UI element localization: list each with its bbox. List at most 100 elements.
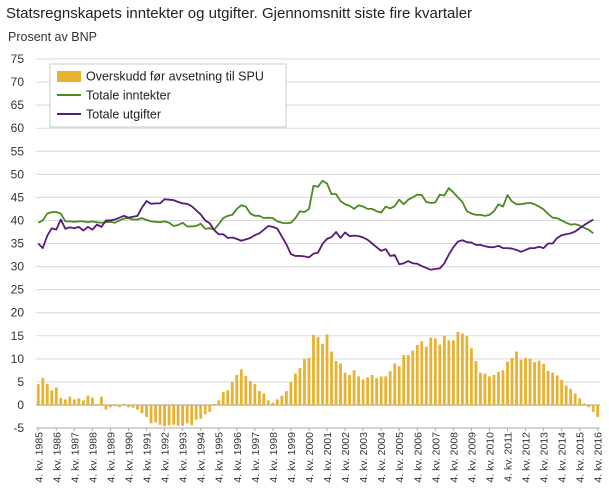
x-tick-label: 4. kv. 2008 <box>448 432 460 483</box>
bar <box>312 334 315 405</box>
bar <box>235 374 239 405</box>
bar <box>357 376 361 405</box>
x-tick-label: 4. kv. 1992 <box>160 432 172 483</box>
x-tick-label: 4. kv. 2016 <box>593 432 605 483</box>
bar <box>352 370 356 405</box>
legend-swatch-bar <box>57 71 81 82</box>
bar <box>587 404 591 408</box>
bar <box>451 340 455 405</box>
bar <box>379 376 383 405</box>
bar <box>91 397 94 405</box>
bar <box>470 348 473 405</box>
bar <box>109 404 112 408</box>
line-totale-inntekter <box>37 179 594 235</box>
legend-label: Totale inntekter <box>86 89 171 103</box>
x-tick-label: 4. kv. 2002 <box>340 432 352 483</box>
bar <box>460 333 464 405</box>
bar <box>321 343 324 405</box>
bar <box>230 381 234 405</box>
bar <box>488 376 491 405</box>
x-tick-label: 4. kv. 2001 <box>322 432 334 483</box>
bar <box>163 404 166 427</box>
y-tick-label: 60 <box>11 121 25 135</box>
bar <box>492 374 496 405</box>
bar <box>239 369 243 405</box>
bar <box>497 371 500 405</box>
bar <box>465 336 469 405</box>
bar <box>118 404 121 408</box>
bar <box>406 355 410 405</box>
bar <box>546 370 550 405</box>
y-tick-label: 65 <box>11 98 25 112</box>
bar <box>45 383 49 405</box>
bar <box>537 360 541 405</box>
bar <box>140 404 144 414</box>
bar <box>86 395 90 405</box>
bar <box>253 384 257 405</box>
y-tick-label: 10 <box>11 352 25 366</box>
bar <box>131 404 135 408</box>
bar <box>54 387 58 405</box>
bar <box>248 380 252 405</box>
bar <box>217 400 221 405</box>
bar <box>415 344 419 405</box>
bar <box>41 378 45 405</box>
bar <box>429 337 433 405</box>
bar <box>370 374 374 405</box>
bar <box>573 393 577 405</box>
y-tick-label: 55 <box>11 144 25 158</box>
bar <box>100 396 103 405</box>
bar <box>564 385 568 405</box>
bar <box>113 404 117 407</box>
bar <box>72 399 76 405</box>
x-tick-label: 4. kv. 2003 <box>358 432 370 483</box>
bar <box>542 363 545 405</box>
bar <box>266 400 270 405</box>
line-totale-utgifter <box>37 198 594 271</box>
bar <box>438 344 442 405</box>
bar <box>510 357 514 405</box>
x-tick-label: 4. kv. 1996 <box>232 432 244 483</box>
x-tick-label: 4. kv. 1999 <box>286 432 298 483</box>
bar <box>420 341 424 405</box>
x-tick-label: 4. kv. 1993 <box>178 432 190 483</box>
bar <box>393 363 397 405</box>
bar <box>167 404 171 426</box>
x-tick-label: 4. kv. 1991 <box>142 432 154 483</box>
bar <box>203 404 207 415</box>
bar <box>289 381 293 405</box>
y-tick-label: 40 <box>11 213 25 227</box>
bar <box>515 351 518 405</box>
bar <box>77 398 81 405</box>
bar <box>578 398 582 405</box>
bar <box>154 404 157 423</box>
bar <box>136 404 139 410</box>
bar <box>528 358 532 405</box>
x-tick-label: 4. kv. 2013 <box>539 432 551 483</box>
x-tick-label: 4. kv. 2009 <box>466 432 478 483</box>
bar <box>339 363 342 405</box>
bar <box>158 404 162 425</box>
bar <box>442 335 446 405</box>
x-tick-label: 4. kv. 1989 <box>105 432 117 483</box>
x-tick-label: 4. kv. 1988 <box>87 432 99 483</box>
x-tick-label: 4. kv. 2005 <box>394 432 406 483</box>
bar <box>388 371 392 405</box>
bar <box>582 403 586 405</box>
bar <box>199 404 203 419</box>
x-tick-label: 4. kv. 1985 <box>33 432 45 483</box>
bar <box>181 404 185 426</box>
bar <box>524 357 527 405</box>
bar <box>127 404 130 408</box>
y-tick-label: -5 <box>13 421 24 435</box>
bar <box>474 361 478 405</box>
bar <box>348 374 351 405</box>
bar <box>483 373 487 405</box>
bar <box>330 351 333 405</box>
bar <box>506 361 509 405</box>
x-tick-label: 4. kv. 1986 <box>51 432 63 483</box>
x-tick-label: 4. kv. 2011 <box>503 432 515 482</box>
bar <box>375 378 379 405</box>
bar <box>411 350 415 405</box>
